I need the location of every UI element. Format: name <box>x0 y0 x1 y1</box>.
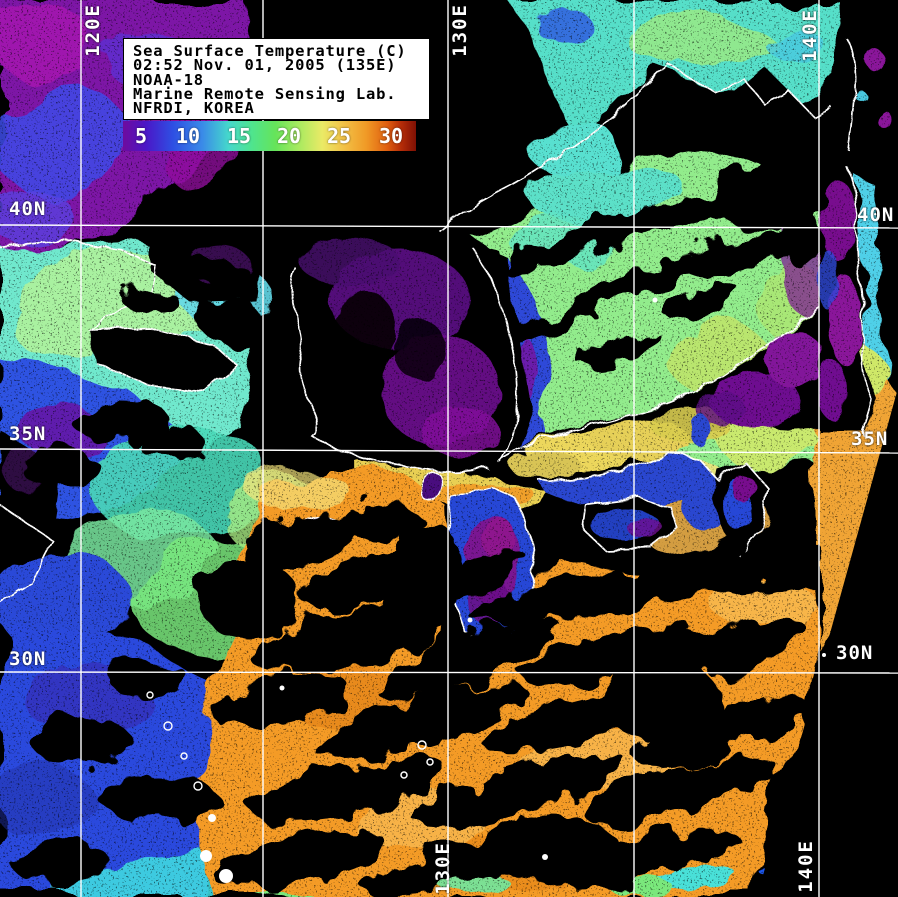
colorbar-tick-15: 15 <box>227 124 252 148</box>
meridian-label-130e-top: 130E <box>449 3 471 57</box>
title-line-3: NOAA-18 <box>133 70 204 89</box>
parallel-label-30n-left: 30N <box>9 648 47 670</box>
meridian-label-140e-bottom: 140E <box>795 839 817 893</box>
meridian-label-120e-top: 120E <box>82 3 104 57</box>
colorbar-tick-10: 10 <box>176 124 201 148</box>
title-box: Sea Surface Temperature (C) 02:52 Nov. 0… <box>123 38 430 121</box>
temperature-colorbar: 5 10 15 20 25 30 <box>123 121 416 151</box>
parallel-label-35n-left: 35N <box>9 423 47 445</box>
title-line-1: Sea Surface Temperature (C) <box>133 42 407 60</box>
title-line-2: 02:52 Nov. 01, 2005 (135E) <box>133 56 397 75</box>
colorbar-tick-30: 30 <box>379 124 404 148</box>
meridian-label-140e-top: 140E <box>799 8 821 62</box>
meridian-label-130e-bottom: 130E <box>432 841 454 895</box>
colorbar-tick-20: 20 <box>277 124 302 148</box>
parallel-label-35n-right: 35N <box>851 428 889 450</box>
island-specks <box>146 297 826 883</box>
colorbar-tick-5: 5 <box>135 124 148 148</box>
title-line-4: Marine Remote Sensing Lab. <box>133 84 397 103</box>
title-line-5: NFRDI, KOREA <box>133 99 255 118</box>
colorbar-tick-25: 25 <box>327 124 352 148</box>
parallel-label-30n-right: 30N <box>836 642 874 664</box>
parallel-label-40n-left: 40N <box>9 198 47 220</box>
parallel-label-40n-right: 40N <box>857 204 895 226</box>
